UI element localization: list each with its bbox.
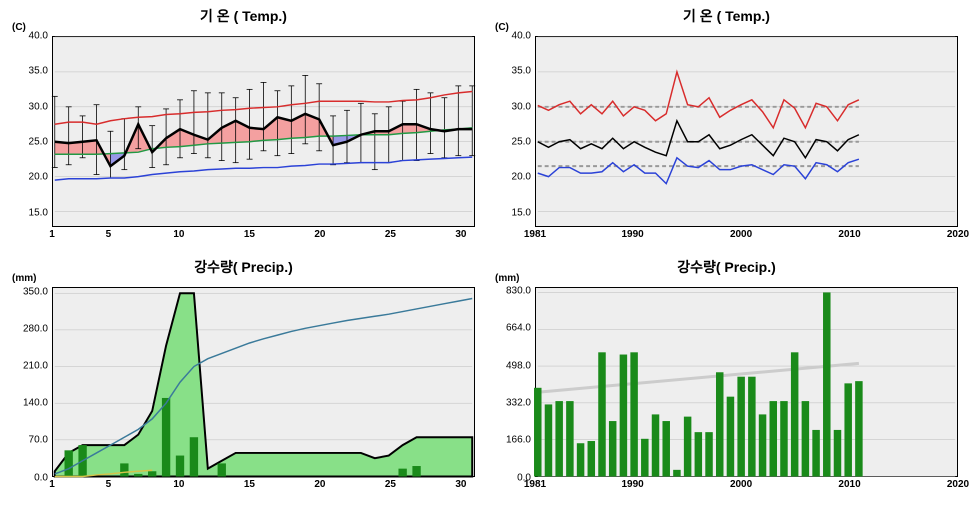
y-unit-label: (C) — [12, 22, 26, 33]
panel-top-right: 기 온 ( Temp.) (C) 15.020.025.030.035.040.… — [487, 4, 966, 251]
chart-title: 기 온 ( Temp.) — [683, 6, 770, 26]
panel-bottom-right: 강수량( Precip.) (mm) 0.0166.0332.0498.0664… — [487, 255, 966, 502]
y-unit-label: (C) — [495, 22, 509, 33]
plot-area-temp-yearly — [535, 36, 958, 227]
y-unit-label: (mm) — [12, 273, 36, 284]
y-axis-labels: 15.020.025.030.035.040.0 — [487, 36, 533, 227]
y-axis-labels: 0.070.0140.0210.0280.0350.0 — [4, 287, 50, 478]
x-axis-labels: 151015202530 — [52, 479, 475, 497]
panel-top-left: 기 온 ( Temp.) (C) 15.020.025.030.035.040.… — [4, 4, 483, 251]
plot-area-precip-daily — [52, 287, 475, 478]
plot-area-temp-daily — [52, 36, 475, 227]
panel-bottom-left: 강수량( Precip.) (mm) 0.070.0140.0210.0280.… — [4, 255, 483, 502]
x-axis-labels: 19811990200020102020 — [535, 479, 958, 497]
x-axis-labels: 151015202530 — [52, 229, 475, 247]
chart-title: 강수량( Precip.) — [677, 257, 776, 277]
y-unit-label: (mm) — [495, 273, 519, 284]
y-axis-labels: 15.020.025.030.035.040.0 — [4, 36, 50, 227]
plot-area-precip-yearly — [535, 287, 958, 478]
y-axis-labels: 0.0166.0332.0498.0664.0830.0 — [487, 287, 533, 478]
chart-title: 강수량( Precip.) — [194, 257, 293, 277]
x-axis-labels: 19811990200020102020 — [535, 229, 958, 247]
chart-title: 기 온 ( Temp.) — [200, 6, 287, 26]
